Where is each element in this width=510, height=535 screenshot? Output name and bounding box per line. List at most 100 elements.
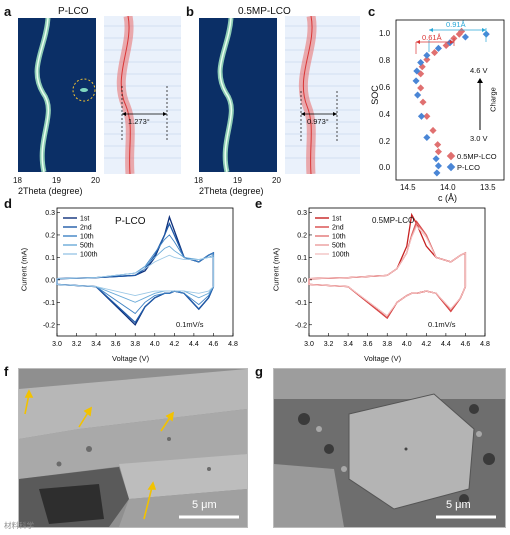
panel-a-title: P-LCO [58,6,89,17]
panel-e-rate: 0.1mV/s [428,320,456,329]
panel-b-label: b [186,4,194,19]
panel-d-label: d [4,196,12,211]
legend-label-10th: 10th [80,234,94,241]
panel-a-waterfall: 1.273° [104,16,181,174]
scatter-point-P-LCO [432,155,440,163]
panel-e-title: 0.5MP-LCO [372,216,415,225]
panel-g-scale-label: 5 μm [446,499,471,511]
scatter-point-P-LCO [414,91,422,99]
panel-c-ytick: 1.0 [379,29,391,38]
legend-label-1st: 1st [80,216,89,223]
panel-a-peak-traces [34,18,96,172]
panel-c-ytick: 0.8 [379,56,391,65]
x-tick-label: 4.4 [189,341,199,348]
scatter-point-0.5MP-LCO [417,84,425,92]
panel-a-xtick: 19 [52,176,61,185]
scatter-point-0.5MP-LCO [423,112,431,120]
panel-g-sem-image: 5 μm [273,368,506,528]
x-tick-label: 4.2 [421,341,431,348]
scatter-point-0.5MP-LCO [434,141,442,149]
panel-c-xtick: 13.5 [480,183,496,192]
x-tick-label: 3.6 [363,341,373,348]
panel-e-xlabel: Voltage (V) [364,354,402,363]
panel-c-xlabel: c (Å) [438,193,457,203]
panel-c-voltage-high: 4.6 V [470,66,488,75]
scatter-point-P-LCO [423,133,431,142]
y-tick-label: -0.2 [43,322,55,329]
y-tick-label: -0.1 [43,300,55,307]
panel-a-xtick: 18 [13,176,22,185]
x-tick-label: 3.8 [130,341,140,348]
legend-label-100th: 100th [332,252,350,259]
panel-d-cv-plot: -0.2 -0.1 0.0 0.1 0.2 0.3 3.0 3.2 3.4 3.6 3.8 4.0 4.… [43,207,238,348]
panel-e-cv-plot: -0.2 -0.1 0.0 0.1 0.2 0.3 3.0 3.2 3.4 3.6 3.8 4.0 4.… [295,207,490,348]
x-tick-label: 3.2 [324,341,334,348]
panel-b-waterfall-lines [285,16,360,174]
x-tick-label: 4.8 [480,341,490,348]
panel-b-shift-label: 0.973° [307,117,329,126]
x-tick-label: 3.8 [382,341,392,348]
panel-f-texture [19,369,247,527]
panel-c-ytick: 0.2 [379,137,391,146]
cv-curve-100th [56,254,214,297]
y-tick-label: 0.3 [297,210,307,217]
y-tick-label: 0.1 [297,255,307,262]
panel-c-ytick: 0.0 [379,163,391,172]
y-tick-label: -0.2 [295,322,307,329]
scatter-point-P-LCO [461,33,469,41]
x-tick-label: 3.4 [343,341,353,348]
scatter-point-0.5MP-LCO [419,98,427,106]
y-tick-label: -0.1 [295,300,307,307]
panel-c-xtick: 14.0 [440,183,456,192]
y-tick-label: 0.0 [297,277,307,284]
scatter-point-P-LCO [433,169,441,177]
legend-label-2nd: 2nd [332,225,344,232]
scatter-point-0.5MP-LCO [423,56,431,64]
x-tick-label: 4.6 [209,341,219,348]
panel-c-xtick: 14.5 [400,183,416,192]
scatter-point-P-LCO [417,112,425,120]
panel-f-label: f [4,364,9,379]
legend-label-50th: 50th [332,243,346,250]
x-tick-label: 3.6 [111,341,121,348]
x-tick-label: 4.0 [402,341,412,348]
watermark: 材料科学 [4,521,34,530]
x-tick-label: 4.4 [441,341,451,348]
y-tick-label: 0.0 [45,277,55,284]
panel-c-legend-mp: 0.5MP-LCO [457,152,497,161]
legend-label-10th: 10th [332,234,346,241]
panel-c-voltage-low: 3.0 V [470,134,488,143]
legend-label-50th: 50th [80,243,94,250]
panel-b-diffraction-map [199,18,277,172]
x-tick-label: 3.0 [52,341,62,348]
legend-label-1st: 1st [332,216,341,223]
panel-a-xlabel: 2Theta (degree) [18,186,83,196]
scatter-point-0.5MP-LCO [429,126,437,134]
x-tick-label: 3.2 [72,341,82,348]
plot-frame [308,207,486,337]
panel-b-xtick: 19 [233,176,242,185]
plot-frame [56,207,234,337]
panel-c-legend-p: P-LCO [457,163,480,172]
x-tick-label: 4.0 [150,341,160,348]
scatter-point-P-LCO [423,51,431,59]
panel-c-ytick: 0.6 [379,83,391,92]
panel-d-title: P-LCO [115,216,146,227]
panel-a-xtick: 20 [91,176,100,185]
panel-b-peak-traces [217,18,234,172]
y-tick-label: 0.3 [45,210,55,217]
panel-g-texture [274,369,505,527]
y-tick-label: 0.2 [45,232,55,239]
panel-c-ytick: 0.4 [379,110,391,119]
panel-b-xtick: 20 [272,176,281,185]
x-tick-label: 4.6 [461,341,471,348]
legend-label-100th: 100th [80,252,98,259]
panel-d-xlabel: Voltage (V) [112,354,150,363]
cv-curve-100th [308,225,466,317]
y-tick-label: 0.2 [297,232,307,239]
panel-b-xtick: 18 [194,176,203,185]
x-tick-label: 3.0 [304,341,314,348]
panel-c-label: c [368,4,376,19]
panel-e-label: e [255,196,263,211]
panel-d-ylabel: Current (mA) [19,247,29,292]
